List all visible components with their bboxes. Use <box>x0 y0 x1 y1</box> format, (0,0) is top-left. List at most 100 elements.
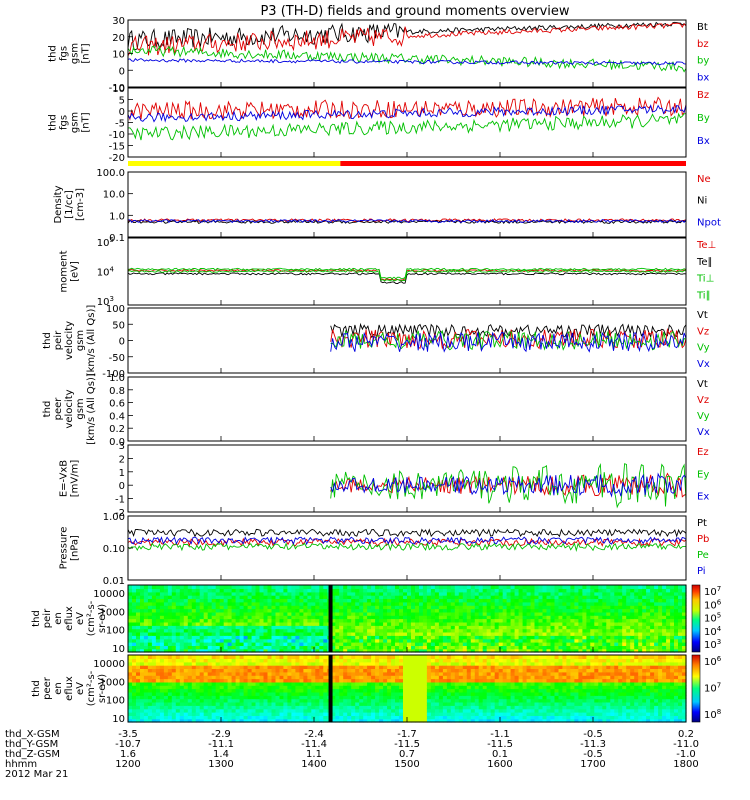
spectrogram-cell <box>442 635 448 640</box>
spectrogram-cell <box>454 598 460 603</box>
spectrogram-cell <box>128 598 133 603</box>
spectrogram-cell <box>163 648 169 653</box>
spectrogram-cell <box>335 675 340 680</box>
spectrogram-cell <box>251 608 257 613</box>
spectrogram-cell <box>287 712 292 716</box>
spectrogram-cell <box>287 695 292 700</box>
spectrogram-cell <box>363 661 368 666</box>
spectrogram-cell <box>171 671 177 676</box>
spectrogram-cell <box>267 608 273 613</box>
spectrogram-cell <box>211 628 217 633</box>
spectrogram-cell <box>347 645 352 650</box>
spectrogram-cell <box>363 595 368 599</box>
spectrogram-cell <box>355 608 360 613</box>
spectrogram-cell <box>355 642 360 646</box>
spectrogram-cell <box>136 598 141 603</box>
spectrogram-cell <box>562 628 567 633</box>
spectrogram-cell <box>391 671 396 676</box>
spectrogram-cell <box>355 681 360 686</box>
spectrogram-cell <box>363 668 368 673</box>
spectrogram-cell <box>187 588 193 593</box>
spectrogram-cell <box>163 638 169 643</box>
spectrogram-cell <box>658 615 663 620</box>
spectrogram-cell <box>494 635 500 640</box>
spectrogram-cell <box>275 621 281 626</box>
spectrogram-cell <box>371 625 376 630</box>
spectrogram-cell <box>199 715 205 720</box>
spectrogram-cell <box>259 598 265 603</box>
spectrogram-cell <box>179 605 185 610</box>
spectrogram-cell <box>307 665 312 669</box>
trace-By <box>127 112 687 141</box>
spectrogram-cell <box>335 715 340 720</box>
spectrogram-cell <box>311 631 316 636</box>
spectrogram-cell <box>136 708 141 713</box>
spectrogram-cell <box>510 631 516 636</box>
spectrogram-cell <box>163 621 169 626</box>
spectrogram-cell <box>295 608 300 613</box>
spectrogram-cell <box>387 638 392 643</box>
spectrogram-cell <box>359 668 364 673</box>
spectrogram-cell <box>132 621 137 626</box>
spectrogram-cell <box>379 605 384 610</box>
spectrogram-cell <box>215 705 221 710</box>
spectrogram-cell <box>594 648 599 653</box>
spectrogram-cell <box>642 618 647 623</box>
spectrogram-cell <box>446 638 452 643</box>
spectrogram-cell <box>430 658 436 663</box>
spectrogram-cell <box>231 665 237 669</box>
spectrogram-cell <box>470 705 476 710</box>
panel-ylabel: Pressure [nPa] <box>59 527 81 570</box>
spectrogram-cell <box>347 665 352 669</box>
spectrogram-cell <box>267 625 273 630</box>
spectrogram-cell <box>482 671 488 676</box>
spectrogram-cell <box>371 701 376 706</box>
spectrogram-cell <box>407 655 412 659</box>
spectrogram-cell <box>546 605 552 610</box>
spectrogram-cell <box>283 688 288 693</box>
spectrogram-cell <box>311 715 316 720</box>
spectrogram-cell <box>399 661 404 666</box>
spectrogram-cell <box>391 718 396 723</box>
spectrogram-cell <box>175 708 181 713</box>
spectrogram-cell <box>658 645 663 650</box>
spectrogram-cell <box>159 681 165 686</box>
spectrogram-cell <box>167 701 173 706</box>
spectrogram-cell <box>227 621 233 626</box>
spectrogram-cell <box>454 708 460 713</box>
spectrogram-cell <box>167 685 173 690</box>
spectrogram-cell <box>183 715 189 720</box>
spectrogram-cell <box>343 701 348 706</box>
spectrogram-cell <box>159 668 165 673</box>
spectrogram-cell <box>155 638 161 643</box>
spectrogram-cell <box>450 625 456 630</box>
spectrogram-cell <box>367 678 372 683</box>
spectrogram-cell <box>458 598 464 603</box>
spectrogram-cell <box>522 588 528 593</box>
spectrogram-cell <box>215 715 221 720</box>
spectrogram-cell <box>674 635 679 640</box>
spectrogram-cell <box>434 642 440 646</box>
spectrogram-cell <box>395 638 400 643</box>
spectrogram-cell <box>347 681 352 686</box>
spectrogram-cell <box>136 625 141 630</box>
colorbar-tick: 104 <box>704 625 722 638</box>
spectrogram-cell <box>315 608 320 613</box>
spectrogram-cell <box>486 605 492 610</box>
spectrogram-cell <box>151 715 157 720</box>
spectrogram-cell <box>602 591 607 596</box>
y-tick-label: 0.2 <box>109 424 125 435</box>
spectrogram-cell <box>415 648 420 653</box>
spectrogram-cell <box>223 712 229 716</box>
spectrogram-cell <box>287 708 292 713</box>
spectrogram-cell <box>574 588 579 593</box>
spectrogram-cell <box>498 585 504 589</box>
spectrogram-cell <box>215 668 221 673</box>
spectrogram-cell <box>602 611 607 616</box>
spectrogram-cell <box>502 631 508 636</box>
spectrogram-cell <box>654 635 659 640</box>
spectrogram-cell <box>383 618 388 623</box>
spectrogram-cell <box>271 595 277 599</box>
spectrogram-cell <box>550 598 556 603</box>
